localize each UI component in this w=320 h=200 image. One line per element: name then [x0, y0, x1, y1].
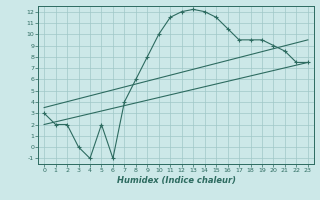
X-axis label: Humidex (Indice chaleur): Humidex (Indice chaleur)	[116, 176, 236, 185]
